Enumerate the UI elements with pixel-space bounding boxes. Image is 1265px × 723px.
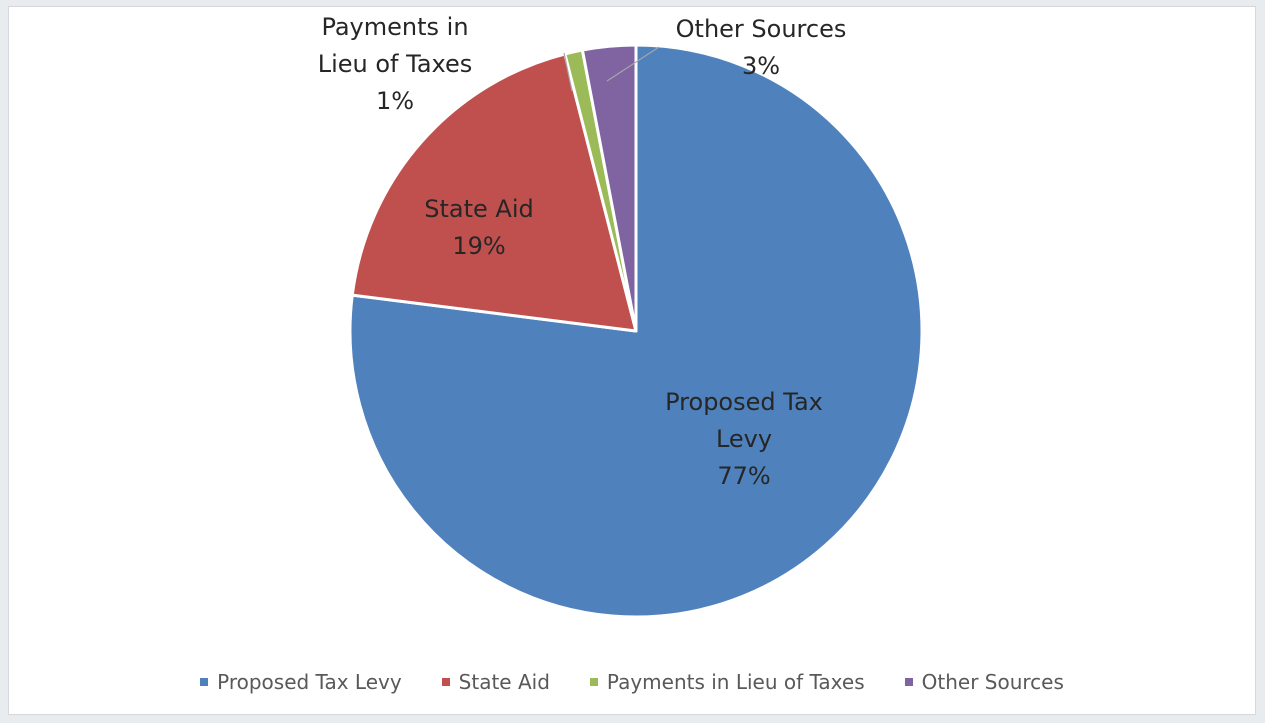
legend-swatch bbox=[904, 678, 913, 686]
legend-item-payments-in-lieu-of-taxes: Payments in Lieu of Taxes bbox=[589, 670, 865, 694]
legend: Proposed Tax Levy State Aid Payments in … bbox=[9, 670, 1255, 694]
data-label-line: Levy bbox=[716, 425, 772, 453]
data-label-line: Other Sources bbox=[676, 15, 847, 43]
pie-chart: Proposed Tax Levy 77% State Aid 19% Payments … bbox=[318, 13, 924, 619]
data-label-line: Proposed Tax bbox=[665, 388, 823, 416]
legend-item-proposed-tax-levy: Proposed Tax Levy bbox=[200, 670, 402, 694]
data-label-line: Payments in bbox=[321, 13, 468, 41]
legend-label: State Aid bbox=[458, 670, 550, 694]
data-label-payments-in-lieu-of-taxes: Payments in Lieu of Taxes 1% bbox=[318, 13, 473, 115]
legend-swatch bbox=[200, 678, 209, 686]
data-label-line: 77% bbox=[717, 462, 770, 490]
pie-slice-state-aid bbox=[350, 52, 638, 333]
pie-slice-other-sources bbox=[580, 43, 638, 333]
legend-label: Proposed Tax Levy bbox=[217, 670, 402, 694]
data-label-line: State Aid bbox=[424, 195, 533, 223]
data-label-line: 1% bbox=[376, 87, 414, 115]
data-label-line: 19% bbox=[452, 232, 505, 260]
leader-line bbox=[606, 46, 660, 82]
data-label-proposed-tax-levy: Proposed Tax Levy 77% bbox=[665, 388, 823, 490]
data-label-state-aid: State Aid 19% bbox=[424, 195, 533, 260]
legend-item-other-sources: Other Sources bbox=[904, 670, 1064, 694]
chart-area: Proposed Tax Levy 77% State Aid 19% Payments … bbox=[8, 6, 1256, 715]
data-label-line: Lieu of Taxes bbox=[318, 50, 473, 78]
legend-swatch bbox=[589, 678, 598, 686]
leader-lines bbox=[563, 46, 660, 92]
leader-line bbox=[563, 52, 573, 92]
legend-label: Other Sources bbox=[921, 670, 1064, 694]
data-labels: Proposed Tax Levy 77% State Aid 19% Payments … bbox=[318, 13, 847, 490]
legend-label: Payments in Lieu of Taxes bbox=[606, 670, 865, 694]
pie-slices bbox=[348, 43, 924, 619]
data-label-line: 3% bbox=[742, 52, 780, 80]
legend-item-state-aid: State Aid bbox=[441, 670, 550, 694]
data-label-other-sources: Other Sources 3% bbox=[676, 15, 847, 80]
legend-swatch bbox=[441, 678, 450, 686]
